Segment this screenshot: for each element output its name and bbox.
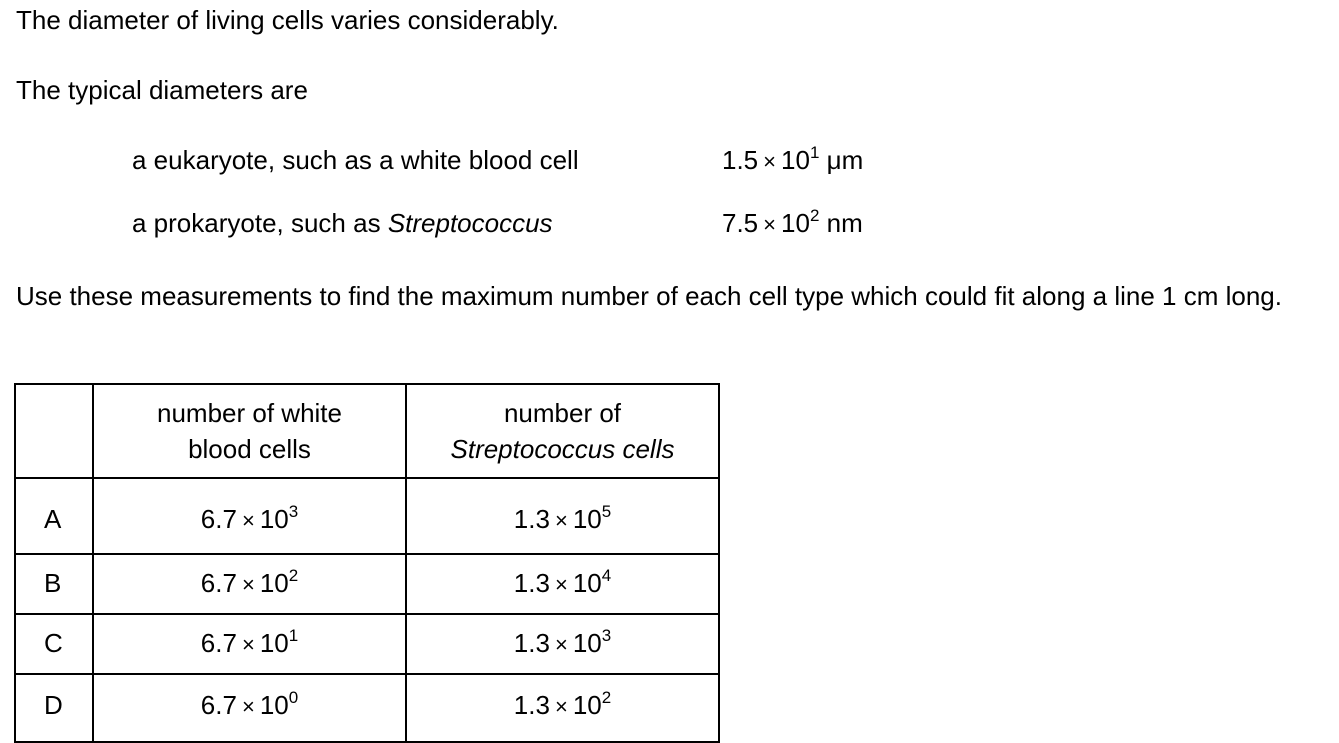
question-text: Use these measurements to find the maxim… — [16, 281, 1282, 311]
prokaryote-diameter: 7.5 × 102 nm — [722, 207, 863, 241]
table-row: A 6.7 × 103 1.3 × 105 — [14, 477, 720, 555]
times-sign: × — [554, 572, 568, 598]
strep-mantissa: 1.3 — [513, 568, 550, 599]
prokaryote-mantissa: 7.5 — [722, 208, 759, 238]
prokaryote-description: a prokaryote, such as Streptococcus — [132, 207, 722, 241]
times-sign: × — [241, 572, 255, 598]
answer-options-table: number of white blood cells number of Stre… — [14, 383, 720, 743]
wbc-mantissa: 6.7 — [200, 568, 237, 599]
table-header-row: number of white blood cells number of Stre… — [14, 383, 720, 479]
strep-base: 10 — [572, 628, 602, 659]
eukaryote-description: a eukaryote, such as a white blood cell — [132, 145, 579, 175]
strep-base: 10 — [572, 504, 602, 535]
strep-exponent: 5 — [601, 502, 612, 522]
option-letter[interactable]: D — [14, 673, 94, 743]
option-letter[interactable]: C — [14, 613, 94, 675]
prokaryote-unit: nm — [826, 208, 863, 238]
wbc-mantissa: 6.7 — [200, 628, 237, 659]
strep-mantissa: 1.3 — [513, 690, 550, 721]
table-row: C 6.7 × 101 1.3 × 103 — [14, 613, 720, 675]
wbc-exponent: 3 — [288, 502, 299, 522]
wbc-exponent: 0 — [288, 688, 299, 708]
strep-count: 1.3 × 102 — [405, 673, 720, 743]
option-letter[interactable]: B — [14, 553, 94, 615]
strep-base: 10 — [572, 690, 602, 721]
header-empty-cell — [14, 383, 94, 479]
times-sign: × — [554, 632, 568, 658]
times-sign: × — [241, 508, 255, 534]
prokaryote-genus-name: Streptococcus — [387, 208, 553, 238]
wbc-count: 6.7 × 103 — [92, 477, 407, 555]
strep-base: 10 — [572, 568, 602, 599]
option-letter[interactable]: A — [14, 477, 94, 555]
header-wbc-line1: number of white — [157, 398, 342, 428]
times-sign: × — [554, 508, 568, 534]
wbc-exponent: 1 — [288, 626, 299, 646]
header-strep-line1: number of — [503, 398, 622, 428]
wbc-exponent: 2 — [288, 566, 299, 586]
eukaryote-exponent: 1 — [809, 143, 820, 162]
strep-count: 1.3 × 103 — [405, 613, 720, 675]
wbc-base: 10 — [259, 568, 289, 599]
eukaryote-unit: μm — [826, 145, 864, 175]
wbc-mantissa: 6.7 — [200, 504, 237, 535]
prokaryote-line: a prokaryote, such as Streptococcus 7.5 × 1… — [132, 207, 863, 241]
intro-text: The diameter of living cells varies cons… — [16, 5, 559, 35]
eukaryote-line: a eukaryote, such as a white blood cell 1… — [132, 144, 863, 178]
header-white-blood-cells: number of white blood cells — [92, 383, 407, 479]
typical-intro-text: The typical diameters are — [16, 75, 308, 105]
strep-count: 1.3 × 104 — [405, 553, 720, 615]
strep-exponent: 2 — [601, 688, 612, 708]
strep-count: 1.3 × 105 — [405, 477, 720, 555]
times-sign: × — [763, 212, 777, 237]
eukaryote-base: 10 — [781, 145, 810, 175]
times-sign: × — [763, 149, 777, 174]
wbc-mantissa: 6.7 — [200, 690, 237, 721]
strep-exponent: 4 — [601, 566, 612, 586]
wbc-base: 10 — [259, 628, 289, 659]
eukaryote-diameter: 1.5 × 101 μm — [722, 144, 863, 178]
wbc-count: 6.7 × 100 — [92, 673, 407, 743]
prokaryote-description-prefix: a prokaryote, such as — [132, 208, 388, 238]
prokaryote-base: 10 — [781, 208, 810, 238]
wbc-count: 6.7 × 101 — [92, 613, 407, 675]
header-wbc-line2: blood cells — [188, 434, 311, 464]
wbc-base: 10 — [259, 504, 289, 535]
times-sign: × — [241, 632, 255, 658]
prokaryote-exponent: 2 — [809, 206, 820, 225]
strep-exponent: 3 — [601, 626, 612, 646]
wbc-base: 10 — [259, 690, 289, 721]
times-sign: × — [554, 694, 568, 720]
wbc-count: 6.7 × 102 — [92, 553, 407, 615]
table-row: B 6.7 × 102 1.3 × 104 — [14, 553, 720, 615]
header-streptococcus-cells: number of Streptococcus cells — [405, 383, 720, 479]
strep-mantissa: 1.3 — [513, 628, 550, 659]
table-row: D 6.7 × 100 1.3 × 102 — [14, 673, 720, 743]
times-sign: × — [241, 694, 255, 720]
strep-mantissa: 1.3 — [513, 504, 550, 535]
header-strep-line2: Streptococcus cells — [450, 434, 675, 464]
eukaryote-mantissa: 1.5 — [722, 145, 759, 175]
